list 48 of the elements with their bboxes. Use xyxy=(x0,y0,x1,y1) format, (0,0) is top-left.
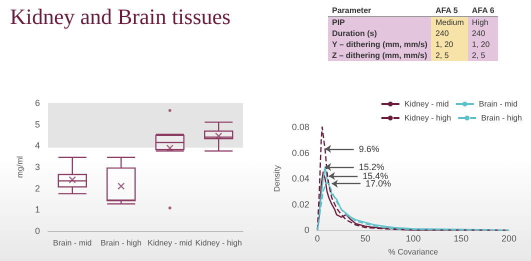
x-tick-label: 150 xyxy=(454,234,469,244)
legend-label: Brain - high xyxy=(481,114,522,122)
annotation: 17.0% xyxy=(366,178,392,189)
text: 1, 20 xyxy=(468,39,498,50)
y-tick-label: 1 xyxy=(34,204,40,215)
text: 1, 20 xyxy=(431,39,468,50)
text: Medium xyxy=(431,16,468,28)
text: 240 xyxy=(431,28,468,39)
y-tick-label: 0 xyxy=(34,226,40,236)
x-tick-label: 200 xyxy=(501,234,517,244)
y-tick-label: 0.02 xyxy=(292,199,310,210)
text: Z – dithering (mm, mm/s) xyxy=(328,50,432,61)
x-tick-label: Brain - high xyxy=(100,238,142,248)
text: Duration (s) xyxy=(328,28,432,39)
x-tick-label: Brain - mid xyxy=(53,238,92,248)
y-tick-label: 0 xyxy=(304,225,310,236)
x-tick-label: Kidney - mid xyxy=(148,238,192,248)
text: High xyxy=(468,16,498,28)
y-axis-title: Density xyxy=(272,165,282,192)
legend-label: Brain - mid xyxy=(478,100,518,108)
x-tick-label: 50 xyxy=(360,234,370,244)
text: PIP xyxy=(328,16,432,28)
y-tick-label: 5 xyxy=(34,119,40,130)
y-tick-label: 4 xyxy=(34,140,40,151)
text: Kidney and Brain tissues xyxy=(10,4,231,30)
y-tick-label: 2 xyxy=(34,183,40,194)
text: AFA 6 xyxy=(468,5,498,16)
y-tick-label: 0.08 xyxy=(292,122,310,132)
legend-label: Kidney - high xyxy=(404,114,452,122)
x-tick-label: 100 xyxy=(406,234,421,244)
text: 240 xyxy=(468,28,498,39)
annotation: 15.2% xyxy=(358,162,384,172)
legend-label: Kidney - mid xyxy=(404,100,449,108)
text: Parameter xyxy=(328,5,432,16)
y-tick-label: 3 xyxy=(34,162,40,172)
y-axis-title: mg/ml xyxy=(16,156,25,178)
y-tick-label: 0.06 xyxy=(292,148,310,158)
text: 2, 5 xyxy=(431,50,468,61)
annotation: 15.4% xyxy=(362,170,388,181)
x-tick-label: Kidney - high xyxy=(195,238,242,248)
x-axis-title: % Covariance xyxy=(388,248,439,256)
x-tick-label: 0 xyxy=(314,234,320,244)
annotation: 9.6% xyxy=(358,144,380,154)
text: 2, 5 xyxy=(468,50,498,61)
text: Y – dithering (mm, mm/s) xyxy=(328,39,432,50)
y-tick-label: 0.04 xyxy=(292,174,310,184)
y-tick-label: 6 xyxy=(34,98,40,108)
text: AFA 5 xyxy=(431,5,468,16)
